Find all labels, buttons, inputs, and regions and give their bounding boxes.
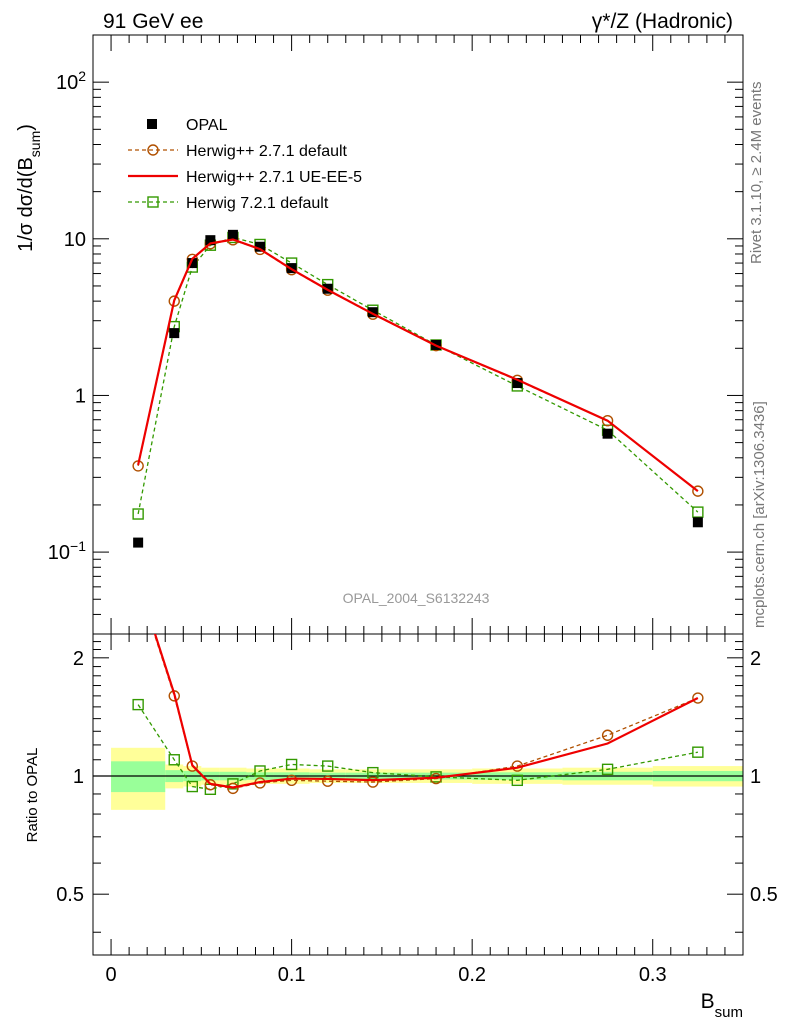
x-tick-label: 0 xyxy=(105,964,116,986)
point-herwig-7-2-1-default xyxy=(692,506,704,518)
point-herwig-2-7-1-default xyxy=(168,295,180,307)
main-y-tick-label: 10 xyxy=(64,229,86,251)
point-opal xyxy=(169,328,180,339)
series-line-herwig-7-2-1-default xyxy=(137,236,699,515)
series-layer xyxy=(132,229,704,796)
ratio-point-herwig-7-2-1-default xyxy=(132,698,144,711)
axes: 10−1 1 10 102 0.5 0.5 1 1 2 2 0 0.1 0.2 0.3 xyxy=(48,34,778,986)
series-line-herwig-2-7-1-ue-ee-5 xyxy=(137,238,699,492)
ratio-point-herwig-7-2-1-default xyxy=(254,765,266,777)
point-opal xyxy=(367,307,378,318)
ratio-point-herwig-2-7-1-default xyxy=(601,729,614,741)
point-opal xyxy=(205,235,216,246)
legend-label-herwig-2-7-1-ue-ee-5: Herwig++ 2.7.1 UE-EE-5 xyxy=(186,169,362,186)
point-herwig-7-2-1-default xyxy=(132,508,144,520)
legend-label-opal: OPAL xyxy=(186,117,228,134)
ratio-point-herwig-2-7-1-default xyxy=(367,776,379,788)
rivet-version-label: Rivet 3.1.10, ≥ 2.4M events xyxy=(748,82,765,265)
main-y-tick-label: 10−1 xyxy=(48,538,86,564)
point-opal xyxy=(255,241,266,252)
ratio-frame xyxy=(92,633,744,956)
point-opal xyxy=(512,378,523,389)
header-right: γ*/Z (Hadronic) xyxy=(592,10,733,33)
series-line-herwig-2-7-1-default xyxy=(137,239,699,492)
point-herwig-2-7-1-default xyxy=(601,414,614,427)
ratio-point-herwig-2-7-1-default xyxy=(227,782,239,795)
x-tick-label: 0.1 xyxy=(278,964,306,986)
legend-marker-herwig-7-2-1-default xyxy=(147,196,159,208)
band-inner xyxy=(111,761,166,793)
x-axis-label: Bsum xyxy=(701,990,743,1021)
ratio-point-herwig-7-2-1-default xyxy=(285,758,298,771)
ratio-point-herwig-7-2-1-default xyxy=(322,760,334,772)
ratio-point-herwig-2-7-1-default xyxy=(692,692,704,704)
ratio-panel-series xyxy=(132,634,704,796)
ratio-y-tick-label-right: 1 xyxy=(750,766,761,788)
x-tick-label: 0.3 xyxy=(639,964,667,986)
legend-marker-opal xyxy=(147,119,157,129)
ratio-y-tick-label-right: 0.5 xyxy=(750,884,778,906)
point-opal xyxy=(692,517,703,528)
ratio-point-herwig-7-2-1-default xyxy=(511,774,524,787)
point-opal xyxy=(133,537,144,548)
ratio-y-tick-label: 1 xyxy=(73,766,84,788)
point-opal xyxy=(187,258,198,269)
ratio-point-herwig-7-2-1-default xyxy=(186,780,199,793)
point-opal xyxy=(227,229,238,240)
ratio-point-herwig-2-7-1-default xyxy=(285,774,298,787)
main-y-axis-label: 1/σ dσ/d(Bsum) xyxy=(15,124,43,252)
ratio-line-herwig-2-7-1-default xyxy=(153,634,699,790)
ratio-point-herwig-7-2-1-default xyxy=(601,763,614,776)
analysis-label: OPAL_2004_S6132243 xyxy=(343,590,490,606)
ratio-point-herwig-2-7-1-default xyxy=(322,775,334,787)
legend-marker-herwig-2-7-1-default xyxy=(147,144,159,156)
point-opal xyxy=(602,428,613,439)
ratio-y-axis-label: Ratio to OPAL xyxy=(24,748,41,843)
legend-label-herwig-7-2-1-default: Herwig 7.2.1 default xyxy=(186,195,329,212)
ratio-point-herwig-7-2-1-default xyxy=(692,746,704,758)
legend-label-herwig-2-7-1-default: Herwig++ 2.7.1 default xyxy=(186,143,348,160)
ratio-y-tick-label-right: 2 xyxy=(750,648,761,670)
ratio-line-herwig-7-2-1-default xyxy=(137,704,698,790)
mcplots-label: mcplots.cern.ch [arXiv:1306.3436] xyxy=(751,401,768,628)
header-left: 91 GeV ee xyxy=(103,10,203,33)
ratio-y-tick-label: 0.5 xyxy=(56,884,84,906)
main-panel-series xyxy=(132,229,704,548)
main-y-tick-label: 1 xyxy=(75,385,86,407)
ratio-point-herwig-7-2-1-default xyxy=(168,754,180,766)
ratio-y-tick-label: 2 xyxy=(73,648,84,670)
legend: OPAL Herwig++ 2.7.1 default Herwig++ 2.7.1… xyxy=(128,117,362,212)
point-herwig-2-7-1-default xyxy=(692,485,704,497)
main-y-tick-label: 102 xyxy=(56,68,86,94)
x-tick-label: 0.2 xyxy=(458,964,486,986)
ratio-line-herwig-2-7-1-ue-ee-5 xyxy=(153,634,699,789)
